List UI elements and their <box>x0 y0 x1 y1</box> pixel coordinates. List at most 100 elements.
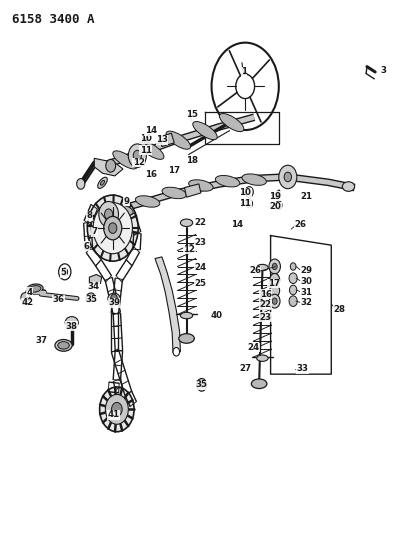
Circle shape <box>269 273 279 286</box>
Text: 12: 12 <box>132 158 144 167</box>
Text: 33: 33 <box>296 365 308 373</box>
Text: 39: 39 <box>108 298 120 307</box>
Polygon shape <box>159 133 174 147</box>
Ellipse shape <box>275 190 279 199</box>
Circle shape <box>245 187 253 197</box>
Circle shape <box>104 209 112 220</box>
Text: 42: 42 <box>22 298 34 307</box>
Circle shape <box>275 201 281 209</box>
Text: 38: 38 <box>65 322 78 330</box>
Text: 14: 14 <box>230 221 243 229</box>
Text: 8: 8 <box>86 212 92 220</box>
Circle shape <box>103 216 121 240</box>
Ellipse shape <box>58 342 69 349</box>
Circle shape <box>133 150 141 161</box>
Text: 27: 27 <box>238 365 251 373</box>
Polygon shape <box>89 274 101 284</box>
Text: 36: 36 <box>52 295 64 304</box>
Text: 4: 4 <box>27 288 32 296</box>
Text: 12: 12 <box>183 245 195 254</box>
Circle shape <box>106 159 115 172</box>
Text: 3: 3 <box>380 66 385 75</box>
Circle shape <box>289 285 296 295</box>
Text: 10: 10 <box>239 189 250 197</box>
Circle shape <box>269 294 279 308</box>
Ellipse shape <box>85 293 94 302</box>
Circle shape <box>128 144 146 167</box>
Ellipse shape <box>100 181 104 185</box>
Circle shape <box>108 223 117 233</box>
Text: 22: 22 <box>259 301 271 309</box>
Ellipse shape <box>166 131 190 149</box>
Ellipse shape <box>162 187 186 199</box>
Ellipse shape <box>219 114 243 132</box>
Text: 11: 11 <box>238 199 251 208</box>
Circle shape <box>269 284 279 297</box>
Circle shape <box>76 179 85 189</box>
Circle shape <box>199 382 203 387</box>
Ellipse shape <box>55 340 72 351</box>
Ellipse shape <box>135 196 160 207</box>
Text: 21: 21 <box>300 192 312 200</box>
Ellipse shape <box>180 219 192 227</box>
Text: 13: 13 <box>155 135 168 144</box>
Circle shape <box>288 273 297 284</box>
Text: 11: 11 <box>139 146 151 155</box>
Text: 22: 22 <box>193 219 206 227</box>
Ellipse shape <box>108 204 133 216</box>
Text: 40: 40 <box>210 311 222 320</box>
Text: 7: 7 <box>91 228 97 236</box>
Circle shape <box>245 199 252 208</box>
Text: 14: 14 <box>144 126 157 135</box>
Ellipse shape <box>342 182 354 191</box>
Text: 15: 15 <box>186 110 197 119</box>
Text: 16: 16 <box>144 171 157 179</box>
Text: 26: 26 <box>293 221 306 229</box>
Text: 32: 32 <box>300 298 312 307</box>
Text: 41: 41 <box>108 410 120 419</box>
Ellipse shape <box>29 286 41 292</box>
Text: 26: 26 <box>248 266 261 275</box>
Text: 6158 3400 A: 6158 3400 A <box>12 13 94 26</box>
Circle shape <box>93 203 132 254</box>
Text: 24: 24 <box>247 343 259 352</box>
Ellipse shape <box>241 174 266 185</box>
Text: 23: 23 <box>193 238 206 247</box>
Text: 9: 9 <box>123 197 129 206</box>
Circle shape <box>173 348 179 356</box>
Text: 25: 25 <box>194 279 205 288</box>
Polygon shape <box>155 257 180 353</box>
Ellipse shape <box>192 122 217 140</box>
Text: 19: 19 <box>269 192 281 200</box>
Text: 17: 17 <box>267 279 279 288</box>
Circle shape <box>290 263 295 270</box>
Ellipse shape <box>65 317 78 328</box>
Circle shape <box>278 165 296 189</box>
Text: 18: 18 <box>185 157 198 165</box>
Text: 20: 20 <box>269 203 281 211</box>
Ellipse shape <box>188 180 213 191</box>
Circle shape <box>272 263 276 270</box>
Ellipse shape <box>112 151 137 169</box>
Text: 30: 30 <box>300 277 312 286</box>
Ellipse shape <box>97 177 107 188</box>
Text: 24: 24 <box>193 263 206 272</box>
Text: 29: 29 <box>300 266 312 275</box>
Circle shape <box>105 394 128 424</box>
Text: 28: 28 <box>333 305 345 313</box>
Text: 16: 16 <box>259 290 271 298</box>
Circle shape <box>272 298 276 304</box>
Circle shape <box>87 195 138 261</box>
Ellipse shape <box>145 136 148 144</box>
Circle shape <box>283 172 291 182</box>
Text: 1: 1 <box>240 68 246 76</box>
Ellipse shape <box>178 334 194 343</box>
Text: 31: 31 <box>300 288 312 296</box>
Circle shape <box>288 296 297 306</box>
Ellipse shape <box>251 379 266 389</box>
Polygon shape <box>94 158 123 176</box>
Ellipse shape <box>180 312 192 319</box>
Text: 23: 23 <box>259 313 271 321</box>
Polygon shape <box>184 184 200 197</box>
Text: 34: 34 <box>87 282 99 291</box>
